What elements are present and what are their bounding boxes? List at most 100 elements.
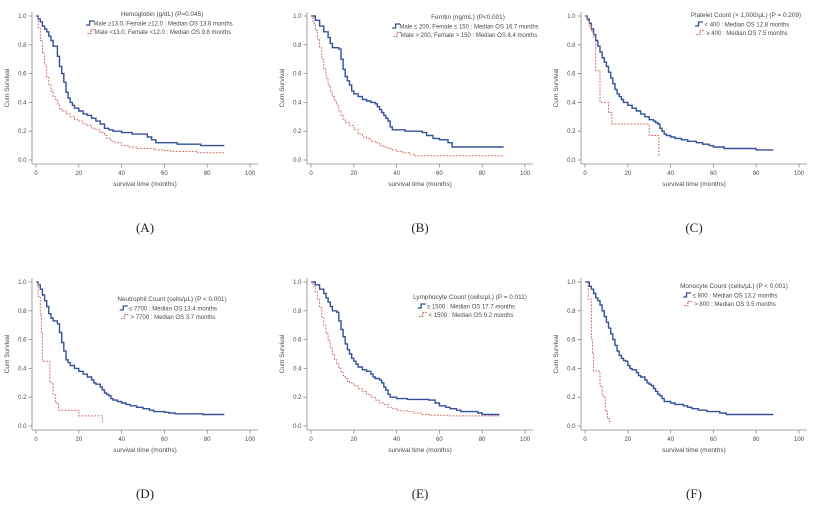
x-axis-title: survival time (months) [113, 181, 177, 188]
y-tick-label: 0.4 [567, 100, 576, 106]
survival-curve-high-group [585, 281, 774, 416]
x-tick-label: 40 [118, 171, 125, 177]
legend-label-low-group: Male <13.0, Female <12.0 : Median OS 9.8… [95, 30, 231, 36]
survival-curve-low-group [585, 15, 660, 158]
y-tick-label: 1.0 [567, 280, 576, 286]
x-tick-label: 20 [75, 437, 82, 443]
survival-curve-high-group [36, 281, 225, 416]
y-tick-label: 0.6 [293, 72, 302, 78]
panel-d-neutrophil: 0 20 40 60 80 100 0.0 0.2 0.4 0.6 0.8 1.0 survival t… [0, 268, 275, 520]
chart-title: Lymphocyte Count (cells/μL) (P = 0.011) [413, 294, 527, 301]
km-chart-monocyte: 0 20 40 60 80 100 0.0 0.2 0.4 0.6 0.8 1.0 survival t… [553, 278, 807, 454]
y-tick-label: 0.6 [293, 338, 302, 344]
y-tick-label: 0.0 [293, 158, 302, 164]
y-tick-label: 0.2 [18, 129, 27, 135]
y-tick-label: 1.0 [293, 14, 302, 20]
km-chart-hemoglobin: 0 20 40 60 80 100 0.0 0.2 0.4 0.6 0.8 1.0 survival t… [4, 11, 258, 188]
legend-marker-low-group [393, 31, 402, 38]
y-tick-label: 1.0 [567, 14, 576, 20]
x-tick-label: 80 [753, 437, 760, 443]
x-axis-title: survival time (months) [388, 181, 452, 188]
x-tick-label: 100 [245, 437, 256, 443]
survival-curve-high-group [36, 15, 225, 147]
legend-marker-low-group [87, 28, 96, 35]
y-tick-label: 0.2 [18, 395, 27, 401]
legend-label-high-group: ≤ 800 : Median OS 13.2 months [693, 294, 778, 300]
km-chart-platelet: 0 20 40 60 80 100 0.0 0.2 0.4 0.6 0.8 1.0 survival t… [553, 12, 807, 188]
panel-a-hemoglobin: 0 20 40 60 80 100 0.0 0.2 0.4 0.6 0.8 1.0 survival t… [0, 2, 275, 254]
y-tick-label: 0.8 [567, 43, 576, 49]
x-axis-title: survival time (months) [662, 447, 726, 454]
panel-label-a: (A) [135, 220, 155, 235]
y-tick-label: 0.2 [567, 129, 576, 135]
survival-curve-low-group [36, 15, 225, 154]
y-tick-label: 0.6 [18, 72, 27, 78]
x-tick-label: 100 [794, 437, 805, 443]
x-tick-label: 60 [710, 437, 717, 443]
y-tick-label: 0.4 [293, 366, 302, 372]
legend-label-high-group: Male ≤ 200, Female ≤ 150 : Median OS 16.… [399, 25, 538, 31]
y-tick-label: 0.2 [293, 395, 302, 401]
y-axis-title: Cum Survival [279, 68, 286, 107]
chart-title: Neutrophil Count (cells/μL) (P < 0.001) [117, 296, 226, 303]
x-tick-label: 20 [350, 437, 357, 443]
x-tick-label: 80 [204, 171, 211, 177]
y-tick-label: 0.0 [567, 424, 576, 430]
y-tick-label: 0.8 [567, 309, 576, 315]
legend-marker-high-group [683, 292, 692, 298]
y-tick-label: 0.6 [567, 338, 576, 344]
x-tick-label: 100 [520, 171, 531, 177]
x-tick-label: 0 [34, 437, 38, 443]
y-tick-label: 0.2 [293, 129, 302, 135]
y-tick-label: 0.8 [18, 309, 27, 315]
x-tick-label: 80 [479, 171, 486, 177]
panel-e-lymphocyte: 0 20 40 60 80 100 0.0 0.2 0.4 0.6 0.8 1.0 survival t… [275, 268, 550, 520]
x-tick-label: 60 [436, 171, 443, 177]
legend-marker-high-group [417, 303, 426, 309]
y-tick-label: 0.0 [18, 424, 27, 430]
x-tick-label: 100 [794, 171, 805, 177]
x-tick-label: 100 [245, 171, 256, 177]
x-tick-label: 80 [204, 437, 211, 443]
survival-curve-high-group [311, 281, 500, 416]
y-tick-label: 0.6 [567, 72, 576, 78]
legend-marker-high-group [119, 305, 128, 311]
y-axis-title: Cum Survival [553, 334, 560, 373]
survival-curve-high-group [585, 15, 774, 151]
survival-curve-low-group [585, 281, 611, 424]
x-tick-label: 60 [436, 437, 443, 443]
legend-label-low-group: > 800 : Median OS 3.5 months [694, 302, 776, 308]
survival-curve-high-group [311, 15, 504, 148]
km-chart-lymphocyte: 0 20 40 60 80 100 0.0 0.2 0.4 0.6 0.8 1.0 survival t… [279, 278, 533, 454]
km-survival-figure: 0 20 40 60 80 100 0.0 0.2 0.4 0.6 0.8 1.0 survival t… [0, 2, 807, 501]
legend-label-low-group: < 1500 : Median OS 9.2 months [429, 313, 514, 319]
x-tick-label: 0 [34, 171, 38, 177]
x-tick-label: 40 [667, 171, 674, 177]
legend-label-low-group: > 7700 : Median OS 3.7 months [131, 315, 216, 321]
legend-marker-low-group [696, 29, 705, 36]
x-axis-title: survival time (months) [388, 447, 452, 454]
x-tick-label: 60 [161, 171, 168, 177]
km-chart-ferritin: 0 20 40 60 80 100 0.0 0.2 0.4 0.6 0.8 1.0 survival t… [279, 12, 539, 188]
panel-label-d: (D) [135, 486, 155, 501]
x-tick-label: 40 [118, 437, 125, 443]
x-tick-label: 80 [753, 171, 760, 177]
x-tick-label: 60 [710, 171, 717, 177]
legend-label-low-group: Male > 200, Female > 150 : Median OS 8.4… [401, 33, 537, 39]
panel-f-monocyte: 0 20 40 60 80 100 0.0 0.2 0.4 0.6 0.8 1.0 survival t… [549, 268, 824, 520]
panel-label-c: (C) [685, 220, 703, 235]
y-tick-label: 0.8 [18, 43, 27, 49]
panel-label-f: (F) [686, 486, 702, 501]
panel-b-ferritin: 0 20 40 60 80 100 0.0 0.2 0.4 0.6 0.8 1.0 survival t… [275, 2, 550, 254]
y-tick-label: 1.0 [18, 280, 27, 286]
legend-marker-low-group [419, 311, 428, 318]
legend-label-high-group: ≥ 1500 : Median OS 17.7 months [427, 305, 515, 311]
legend-marker-low-group [121, 313, 130, 320]
y-tick-label: 0.0 [293, 424, 302, 430]
legend-label-low-group: ≥ 400 : Median OS 7.5 months [706, 31, 787, 37]
y-tick-label: 0.4 [18, 100, 27, 106]
y-axis-title: Cum Survival [279, 334, 286, 373]
chart-title: Hemoglobin (g/dL) (P=0.045) [121, 11, 204, 18]
x-tick-label: 20 [75, 171, 82, 177]
y-tick-label: 0.4 [293, 100, 302, 106]
